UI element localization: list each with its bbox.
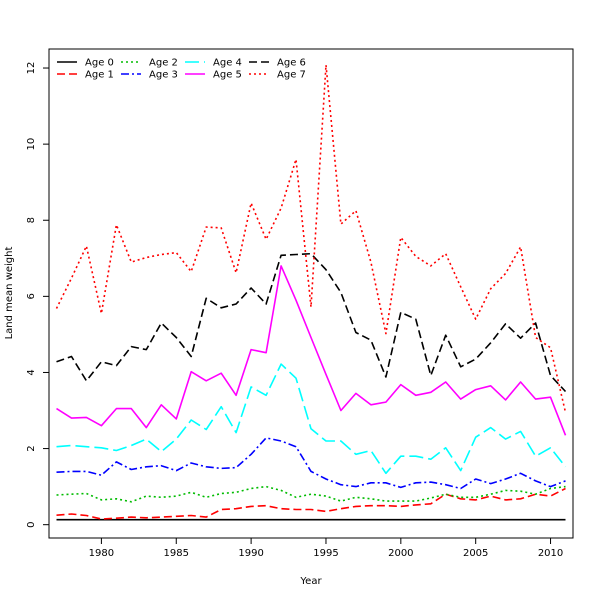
legend-label-age-1: Age 1 — [85, 70, 114, 81]
y-axis: 0 2 4 6 8 10 12 — [26, 62, 49, 528]
x-axis-label: Year — [299, 576, 322, 587]
legend-label-age-5: Age 5 — [213, 70, 242, 81]
series-line-age-6 — [56, 252, 567, 393]
legend-label-age-3: Age 3 — [149, 70, 178, 81]
plot-frame — [48, 48, 574, 539]
legend-label-age-4: Age 4 — [213, 58, 242, 69]
y-tick-label-4: 4 — [26, 369, 37, 375]
x-tick-label-2005: 2005 — [463, 548, 488, 559]
legend-label-age-2: Age 2 — [149, 58, 178, 69]
y-tick-label-6: 6 — [26, 293, 37, 299]
y-tick-label-2: 2 — [26, 445, 37, 451]
series-line-age-1 — [56, 487, 566, 520]
y-axis-label: Land mean weight — [4, 247, 15, 340]
x-tick-label-2010: 2010 — [538, 548, 563, 559]
y-tick-label-8: 8 — [26, 217, 37, 223]
x-axis: 1980 1985 1990 1995 2000 2005 2010 — [89, 538, 563, 559]
legend-label-age-0: Age 0 — [85, 58, 114, 69]
legend-label-age-6: Age 6 — [277, 58, 306, 69]
y-tick-label-10: 10 — [26, 138, 37, 151]
x-tick-label-1980: 1980 — [89, 548, 114, 559]
legend-label-age-7: Age 7 — [277, 70, 306, 81]
series-line-age-5 — [56, 265, 567, 436]
x-tick-label-1990: 1990 — [238, 548, 263, 559]
x-tick-label-2000: 2000 — [388, 548, 413, 559]
y-tick-label-0: 0 — [26, 521, 37, 527]
series-line-age-4 — [56, 363, 567, 475]
series-line-age-3 — [56, 437, 566, 490]
y-tick-label-12: 12 — [26, 62, 37, 75]
x-tick-label-1995: 1995 — [313, 548, 338, 559]
x-tick-label-1985: 1985 — [164, 548, 189, 559]
series-layer — [55, 64, 567, 521]
